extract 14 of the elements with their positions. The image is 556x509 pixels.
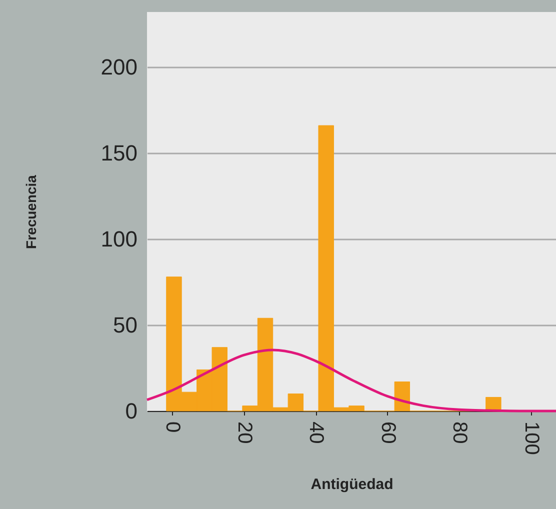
line-series xyxy=(146,348,556,412)
x-tick-label: 80 xyxy=(448,422,471,444)
x-tick-label: 0 xyxy=(162,422,184,433)
y-tick-label: 0 xyxy=(125,398,138,424)
x-axis-title: Antigüedad xyxy=(310,476,394,493)
x-tick-label: 40 xyxy=(305,422,328,444)
y-tick-label: 200 xyxy=(100,54,138,80)
x-tick-label: 100 xyxy=(520,422,542,455)
y-tick-label: 150 xyxy=(100,140,138,166)
y-tick-label: 50 xyxy=(113,312,138,338)
y-axis-title: Frecuencia xyxy=(22,174,39,249)
y-tick-label: 100 xyxy=(100,226,138,252)
x-tick-label: 20 xyxy=(233,422,256,444)
x-tick-label: 60 xyxy=(376,422,399,444)
